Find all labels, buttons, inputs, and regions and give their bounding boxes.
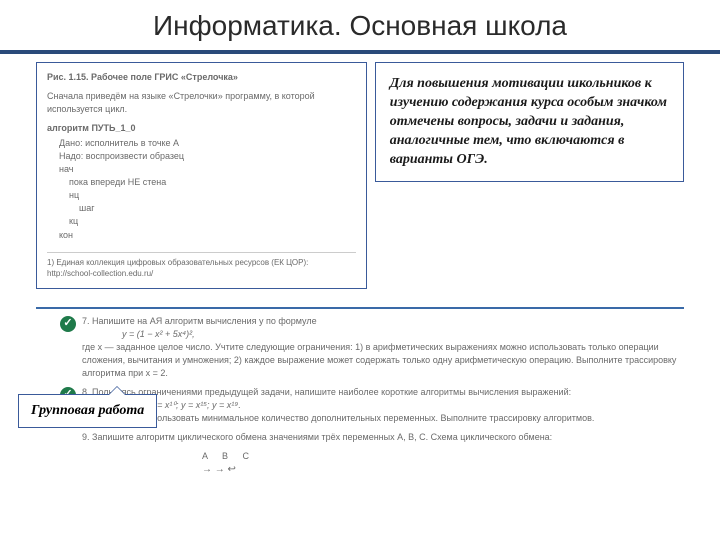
exercise-7: ✓ 7. Напишите на АЯ алгоритм вычисления … [36, 315, 684, 380]
cycle-diagram: A B C → → ↩ [202, 450, 684, 478]
alg-line: пока впереди НЕ стена [69, 176, 356, 189]
exercise-block: ✓ 7. Напишите на АЯ алгоритм вычисления … [36, 307, 684, 478]
exercise-text: Пользуясь ограничениями предыдущей задач… [92, 387, 571, 397]
exercises-area: ✓ 7. Напишите на АЯ алгоритм вычисления … [0, 307, 720, 478]
alg-line: кц [69, 215, 356, 228]
exercise-text: Запишите алгоритм циклического обмена зн… [92, 432, 552, 442]
formula: y = x⁸; y = x¹⁰; y = x¹⁵; y = x¹⁹. [122, 399, 684, 412]
alg-line: Надо: воспроизвести образец [59, 150, 356, 163]
exercise-number: 9. [82, 432, 90, 442]
exercise-number: 7. [82, 316, 90, 326]
alg-line: нц [69, 189, 356, 202]
top-row: Рис. 1.15. Рабочее поле ГРИС «Стрелочка»… [0, 62, 720, 289]
exercise-text: Постарайтесь использовать минимальное ко… [82, 412, 684, 425]
algorithm-body: Дано: исполнитель в точке А Надо: воспро… [59, 137, 356, 241]
exercise-text: где x — заданное целое число. Учтите сле… [82, 341, 684, 380]
textbook-excerpt-top: Рис. 1.15. Рабочее поле ГРИС «Стрелочка»… [36, 62, 367, 289]
exercise-9: 9. Запишите алгоритм циклического обмена… [36, 431, 684, 478]
check-icon: ✓ [60, 316, 76, 332]
formula: y = (1 − x² + 5x⁴)², [122, 328, 684, 341]
alg-line: нач [59, 163, 356, 176]
diagram-header: A B C [202, 450, 684, 463]
alg-line: Дано: исполнитель в точке А [59, 137, 356, 150]
figure-caption: Рис. 1.15. Рабочее поле ГРИС «Стрелочка» [47, 71, 356, 84]
motivation-callout: Для повышения мотивации школьников к изу… [375, 62, 684, 182]
footnote: 1) Единая коллекция цифровых образовател… [47, 252, 356, 280]
diagram-arrows: → → ↩ [202, 463, 684, 478]
group-work-callout: Групповая работа [18, 394, 157, 428]
algorithm-title: алгоритм ПУТЬ_1_0 [47, 122, 356, 135]
exercise-text: Напишите на АЯ алгоритм вычисления y по … [92, 316, 317, 326]
title-underline [0, 50, 720, 54]
page-title: Информатика. Основная школа [0, 0, 720, 50]
intro-text: Сначала приведём на языке «Стрелочки» пр… [47, 90, 356, 116]
alg-line: шаг [79, 202, 356, 215]
alg-line: кон [59, 229, 356, 242]
